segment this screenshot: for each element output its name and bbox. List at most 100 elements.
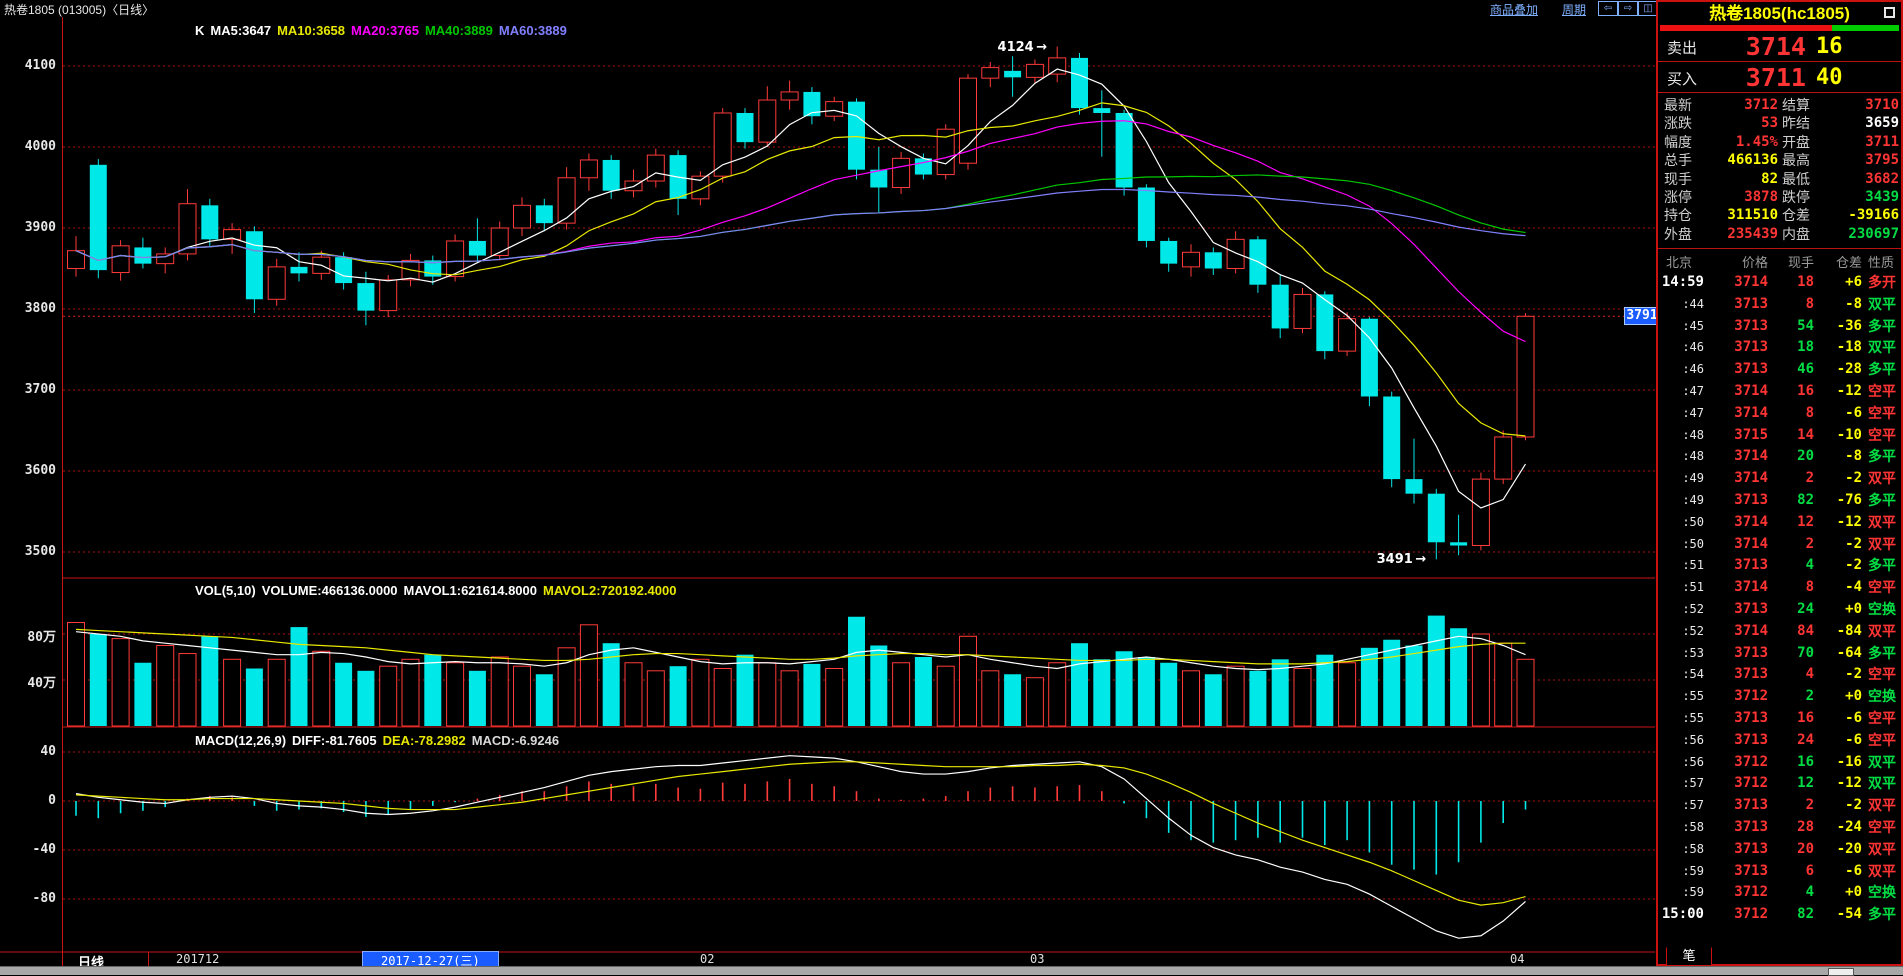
tick-time: :51 [1682,558,1704,573]
buy-sell-strength-bar [1660,25,1899,31]
tick-row[interactable]: 15:00 3712 82 -54 多平 [1658,903,1901,925]
tick-row[interactable]: :49 3714 2 -2 双平 [1658,467,1901,489]
tick-price: 3714 [1734,513,1768,530]
tick-price: 3714 [1734,274,1768,291]
tick-row[interactable]: :59 3712 4 +0 空换 [1658,881,1901,903]
tick-oi-change: -64 [1836,644,1862,661]
ask-price: 3714 [1745,32,1806,61]
volume-bar [1516,658,1535,727]
candle-body [848,101,865,170]
volume-bar [1383,639,1401,726]
tick-row[interactable]: :47 3714 8 -6 空平 [1658,402,1901,424]
tick-time: :59 [1682,885,1704,900]
tick-row[interactable]: :52 3713 24 +0 空换 [1658,598,1901,620]
tick-row[interactable]: :55 3713 16 -6 空平 [1658,707,1901,729]
tick-row[interactable]: :52 3714 84 -84 双平 [1658,620,1901,642]
candle-body [490,227,509,257]
candle-body [468,240,486,256]
macd-header-item: MACD:-6.9246 [471,733,560,748]
candle-body [1160,240,1178,264]
candle-body [1516,315,1535,438]
tick-row[interactable]: :57 3712 12 -12 双平 [1658,772,1901,794]
tick-row[interactable]: :59 3713 6 -6 双平 [1658,860,1901,882]
period-link[interactable]: 周期 [1562,3,1587,17]
tick-volume: 18 [1797,339,1814,356]
tick-nature: 空换 [1868,884,1896,901]
tick-price: 3714 [1734,622,1768,639]
ask-row[interactable]: 卖出 3714 16 [1658,31,1901,62]
stat-label: 最低 [1782,170,1810,187]
volume-bar [624,662,643,727]
tick-row[interactable]: :49 3713 82 -76 多平 [1658,489,1901,511]
tick-row[interactable]: :46 3713 18 -18 双平 [1658,337,1901,359]
tick-row[interactable]: :51 3714 8 -4 空平 [1658,576,1901,598]
volume-bar [1249,670,1267,726]
tick-row[interactable]: 14:59 3714 18 +6 多开 [1658,271,1901,293]
stat-row: 总手 466136 最高 3795 [1660,150,1899,168]
commodity-overlay-link[interactable]: 商品叠加 [1490,3,1539,17]
volume-bar [401,658,420,727]
tick-volume: 8 [1805,295,1814,312]
tick-row[interactable]: :57 3713 2 -2 双平 [1658,794,1901,816]
scrollbar-thumb[interactable] [1828,968,1854,976]
tick-row[interactable]: :54 3713 4 -2 空平 [1658,663,1901,685]
tick-row[interactable]: :47 3714 16 -12 空平 [1658,380,1901,402]
stat-value: 53 [1761,115,1778,132]
window-icon[interactable] [1884,7,1895,18]
tick-oi-change: -2 [1845,666,1862,683]
tick-nature: 多平 [1868,317,1896,334]
tick-list[interactable]: 14:59 3714 18 +6 多开:44 3713 8 -8 双平:45 3713 54 -36 多… [1658,271,1901,925]
back-arrow-icon[interactable]: ⇦ [1598,1,1618,16]
candle-body [267,266,286,300]
selected-date-label[interactable]: 2017-12-27(三) [362,951,499,970]
tick-volume: 4 [1805,557,1814,574]
tick-row[interactable]: :48 3714 20 -8 多平 [1658,446,1901,468]
tick-price: 3714 [1734,383,1768,399]
price-tick-label: 3900 [24,220,56,235]
tick-row[interactable]: :50 3714 12 -12 双平 [1658,511,1901,533]
volume-bar [424,654,442,726]
contract-title-bar: 热卷1805(hc1805) [1658,2,1901,25]
forward-arrow-icon[interactable]: ⇨ [1618,1,1638,16]
tick-volume: 28 [1797,818,1814,835]
tick-time: :59 [1682,863,1704,878]
stat-value: -39166 [1848,207,1899,224]
stat-value: 311510 [1727,207,1778,224]
tick-price: 3713 [1734,862,1768,879]
tick-time: :46 [1682,362,1704,377]
volume-tick-label: 40万 [27,676,56,691]
candle-body [1360,318,1378,397]
split-layout-icon[interactable]: ◫ [1638,1,1658,16]
tick-volume: 18 [1797,274,1814,291]
tick-nature: 双平 [1868,339,1896,356]
tick-time: :49 [1682,492,1704,507]
tick-row[interactable]: :45 3713 54 -36 多平 [1658,315,1901,337]
volume-bar [758,662,777,727]
tick-row[interactable]: :56 3712 16 -16 双平 [1658,751,1901,773]
volume-bar [780,670,799,727]
volume-bar [1137,657,1155,726]
volume-bar [490,656,509,727]
bid-row[interactable]: 买入 3711 40 [1658,62,1901,93]
tick-row[interactable]: :53 3713 70 -64 多平 [1658,642,1901,664]
candle-body [1316,294,1334,352]
tick-row[interactable]: :58 3713 28 -24 空平 [1658,816,1901,838]
tick-row[interactable]: :58 3713 20 -20 双平 [1658,838,1901,860]
tick-row[interactable]: :48 3715 14 -10 空平 [1658,424,1901,446]
tick-volume: 54 [1797,317,1814,334]
tab-detail[interactable]: 笔 [1666,947,1712,966]
tick-row[interactable]: :56 3713 24 -6 空平 [1658,729,1901,751]
time-axis-label: 03 [1030,952,1045,966]
volume-bar [981,670,1000,727]
volume-bar [201,636,219,726]
tick-row[interactable]: :50 3714 2 -2 双平 [1658,533,1901,555]
tick-row[interactable]: :51 3713 4 -2 多平 [1658,554,1901,576]
chart-area[interactable]: K MA5:3647 MA10:3658 MA20:3765 MA40:3889 MA60… [0,17,1660,970]
volume-tick-label: 80万 [27,630,56,645]
tick-row[interactable]: :46 3713 46 -28 多平 [1658,358,1901,380]
tick-row[interactable]: :55 3712 2 +0 空换 [1658,685,1901,707]
candle-body [981,67,1000,79]
tick-row[interactable]: :44 3713 8 -8 双平 [1658,293,1901,315]
tick-oi-change: -2 [1845,535,1862,552]
price-tick-label: 4100 [24,58,56,73]
